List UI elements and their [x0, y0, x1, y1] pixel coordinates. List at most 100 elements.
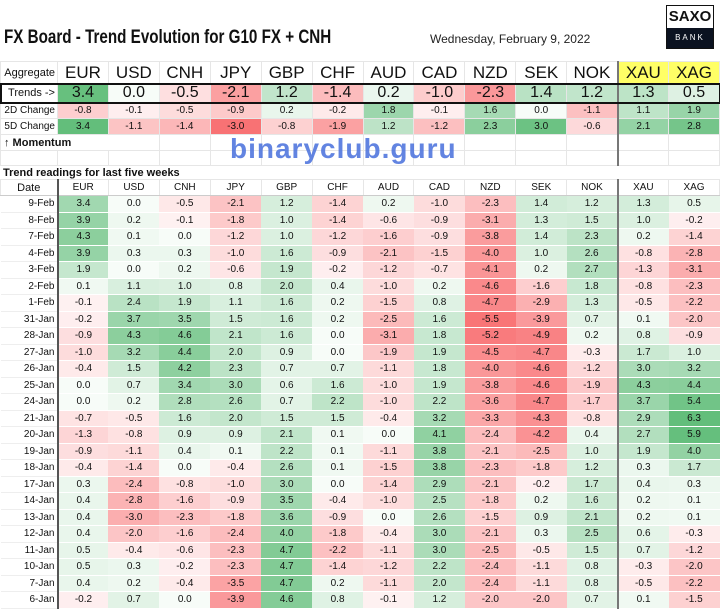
- column-header-aud: AUD: [362, 179, 415, 196]
- trend-cell-usd: 0.7: [108, 591, 160, 609]
- trend-cell-xag: 5.4: [668, 393, 720, 411]
- trend-cell-jpy: 2.3: [210, 360, 262, 378]
- trend-cell-gbp: 1.2: [261, 195, 313, 213]
- trend-cell-nok: 1.7: [566, 476, 618, 493]
- trend-cell-eur: 3.9: [57, 245, 109, 262]
- trend-cell-nok: 1.6: [566, 492, 618, 510]
- trend-cell-cnh: 0.0: [159, 459, 211, 477]
- trend-cell-chf: -1.4: [312, 212, 364, 229]
- change-5d-value-nok: -0.6: [566, 118, 619, 135]
- row-date: 26-Jan: [0, 360, 59, 378]
- trend-cell-nzd: -2.4: [464, 426, 516, 444]
- trend-cell-xag: 0.3: [668, 476, 720, 493]
- trend-cell-sek: -2.0: [515, 591, 567, 609]
- trend-cell-nzd: -3.1: [464, 212, 516, 229]
- column-header-nok: NOK: [566, 179, 619, 196]
- trend-cell-cad: 2.0: [413, 575, 465, 592]
- trend-value-gbp: 1.2: [260, 83, 313, 103]
- trend-value-jpy: -2.1: [209, 83, 262, 103]
- trend-cell-chf: -0.9: [312, 245, 364, 262]
- trend-cell-eur: -0.9: [57, 327, 109, 345]
- change-2d-value-xag: 1.9: [668, 102, 720, 119]
- trend-cell-xag: -0.2: [668, 212, 720, 229]
- trend-cell-nok: 0.7: [566, 311, 618, 328]
- table-row: 2-Feb 0.1 1.1 1.0 0.8 2.0 0.4 -1.0 0.2 -4.6 -1.6 1.…: [0, 278, 720, 295]
- trend-cell-sek: -4.6: [515, 377, 567, 394]
- saxo-bank-logo: SAXO BANK: [666, 5, 714, 49]
- table-row: 21-Jan -0.7 -0.5 1.6 2.0 1.5 1.5 -0.4 3.2 -3.3 -4.…: [0, 410, 720, 427]
- trend-value-aud: 0.2: [362, 83, 415, 103]
- trend-cell-cad: 4.1: [413, 426, 465, 444]
- trend-cell-cnh: 4.4: [159, 344, 211, 361]
- trend-cell-jpy: 0.1: [210, 443, 262, 460]
- trend-cell-usd: 0.2: [108, 575, 160, 592]
- trend-cell-gbp: 2.2: [261, 443, 313, 460]
- trend-cell-aud: -2.5: [363, 311, 414, 328]
- date-header: Date: [0, 179, 59, 196]
- trend-cell-nok: 1.0: [566, 443, 618, 460]
- trend-cell-cnh: 0.0: [159, 591, 211, 609]
- trend-cell-nok: 0.2: [566, 327, 618, 345]
- trend-cell-chf: 1.5: [312, 410, 364, 427]
- trend-cell-gbp: 1.0: [261, 228, 313, 246]
- trend-cell-sek: -4.2: [515, 426, 567, 444]
- readings-title: Trend readings for last five weeks: [3, 167, 180, 179]
- trend-cell-sek: 0.3: [515, 525, 567, 543]
- row-date: 18-Jan: [0, 459, 59, 477]
- trend-cell-gbp: 3.5: [261, 492, 313, 510]
- trend-cell-usd: -0.8: [108, 426, 160, 444]
- trend-cell-chf: 0.7: [312, 360, 364, 378]
- table-row: 11-Jan 0.5 -0.4 -0.6 -2.3 4.7 -2.2 -1.1 3.0 -2.5-…: [0, 542, 720, 559]
- trend-cell-eur: -0.4: [57, 360, 109, 378]
- trend-cell-sek: -4.3: [515, 410, 567, 427]
- trend-cell-jpy: -2.3: [210, 558, 262, 576]
- trend-cell-eur: 0.1: [57, 278, 109, 295]
- trend-cell-aud: -0.4: [363, 410, 414, 427]
- trend-value-eur: 3.4: [57, 83, 109, 103]
- change-2d-value-cad: -0.1: [413, 102, 466, 119]
- change-2d-value-aud: 1.8: [362, 102, 415, 119]
- trend-cell-aud: -2.1: [363, 245, 414, 262]
- trend-cell-chf: 0.2: [312, 294, 364, 312]
- trend-cell-chf: 0.0: [312, 327, 364, 345]
- trend-cell-nzd: -2.1: [464, 443, 516, 460]
- currency-header-sek: SEK: [515, 61, 568, 84]
- trend-cell-cad: -0.7: [413, 261, 465, 279]
- trend-cell-cad: 0.2: [413, 278, 465, 295]
- currency-header-eur: EUR: [57, 61, 109, 84]
- trend-cell-usd: -2.4: [108, 476, 160, 493]
- trend-cell-eur: -0.9: [57, 443, 109, 460]
- trend-cell-usd: -0.4: [108, 542, 160, 559]
- trend-cell-usd: -1.1: [108, 443, 160, 460]
- trend-cell-xag: 1.0: [668, 344, 720, 361]
- table-row: 28-Jan -0.9 4.3 4.6 2.1 1.6 0.0 -3.1 1.8 -5.2 -4.9…: [0, 327, 720, 345]
- column-header-nzd: NZD: [464, 179, 517, 196]
- trend-cell-sek: -3.9: [515, 311, 567, 328]
- trend-cell-sek: 1.0: [515, 245, 567, 262]
- trend-cell-sek: -1.6: [515, 278, 567, 295]
- trend-cell-sek: 0.9: [515, 509, 567, 526]
- trend-cell-nok: 1.8: [566, 278, 618, 295]
- trend-cell-chf: 0.0: [312, 344, 364, 361]
- trend-cell-nzd: -3.8: [464, 228, 516, 246]
- change-5d-value-nzd: 2.3: [464, 118, 517, 135]
- trend-cell-chf: -0.2: [312, 261, 364, 279]
- trend-cell-xag: -3.1: [668, 261, 720, 279]
- trend-cell-cnh: 0.4: [159, 443, 211, 460]
- trend-cell-sek: -1.8: [515, 459, 567, 477]
- trend-cell-cad: 3.0: [413, 525, 465, 543]
- trend-cell-cad: 3.8: [413, 459, 465, 477]
- trend-cell-aud: -1.1: [363, 542, 414, 559]
- change-5d-value-xag: 2.8: [668, 118, 720, 135]
- trend-cell-gbp: 4.7: [261, 575, 313, 592]
- trend-cell-aud: -0.4: [363, 525, 414, 543]
- trend-value-nzd: -2.3: [464, 83, 517, 103]
- trend-cell-usd: 0.2: [108, 212, 160, 229]
- trend-cell-usd: 0.0: [108, 195, 160, 213]
- trend-cell-nok: -1.7: [566, 393, 618, 411]
- report-date: Wednesday, February 9, 2022: [430, 32, 591, 46]
- trend-cell-usd: -1.4: [108, 459, 160, 477]
- trend-cell-chf: 0.1: [312, 459, 364, 477]
- trend-cell-nok: 1.2: [566, 459, 618, 477]
- trend-cell-jpy: 2.0: [210, 410, 262, 427]
